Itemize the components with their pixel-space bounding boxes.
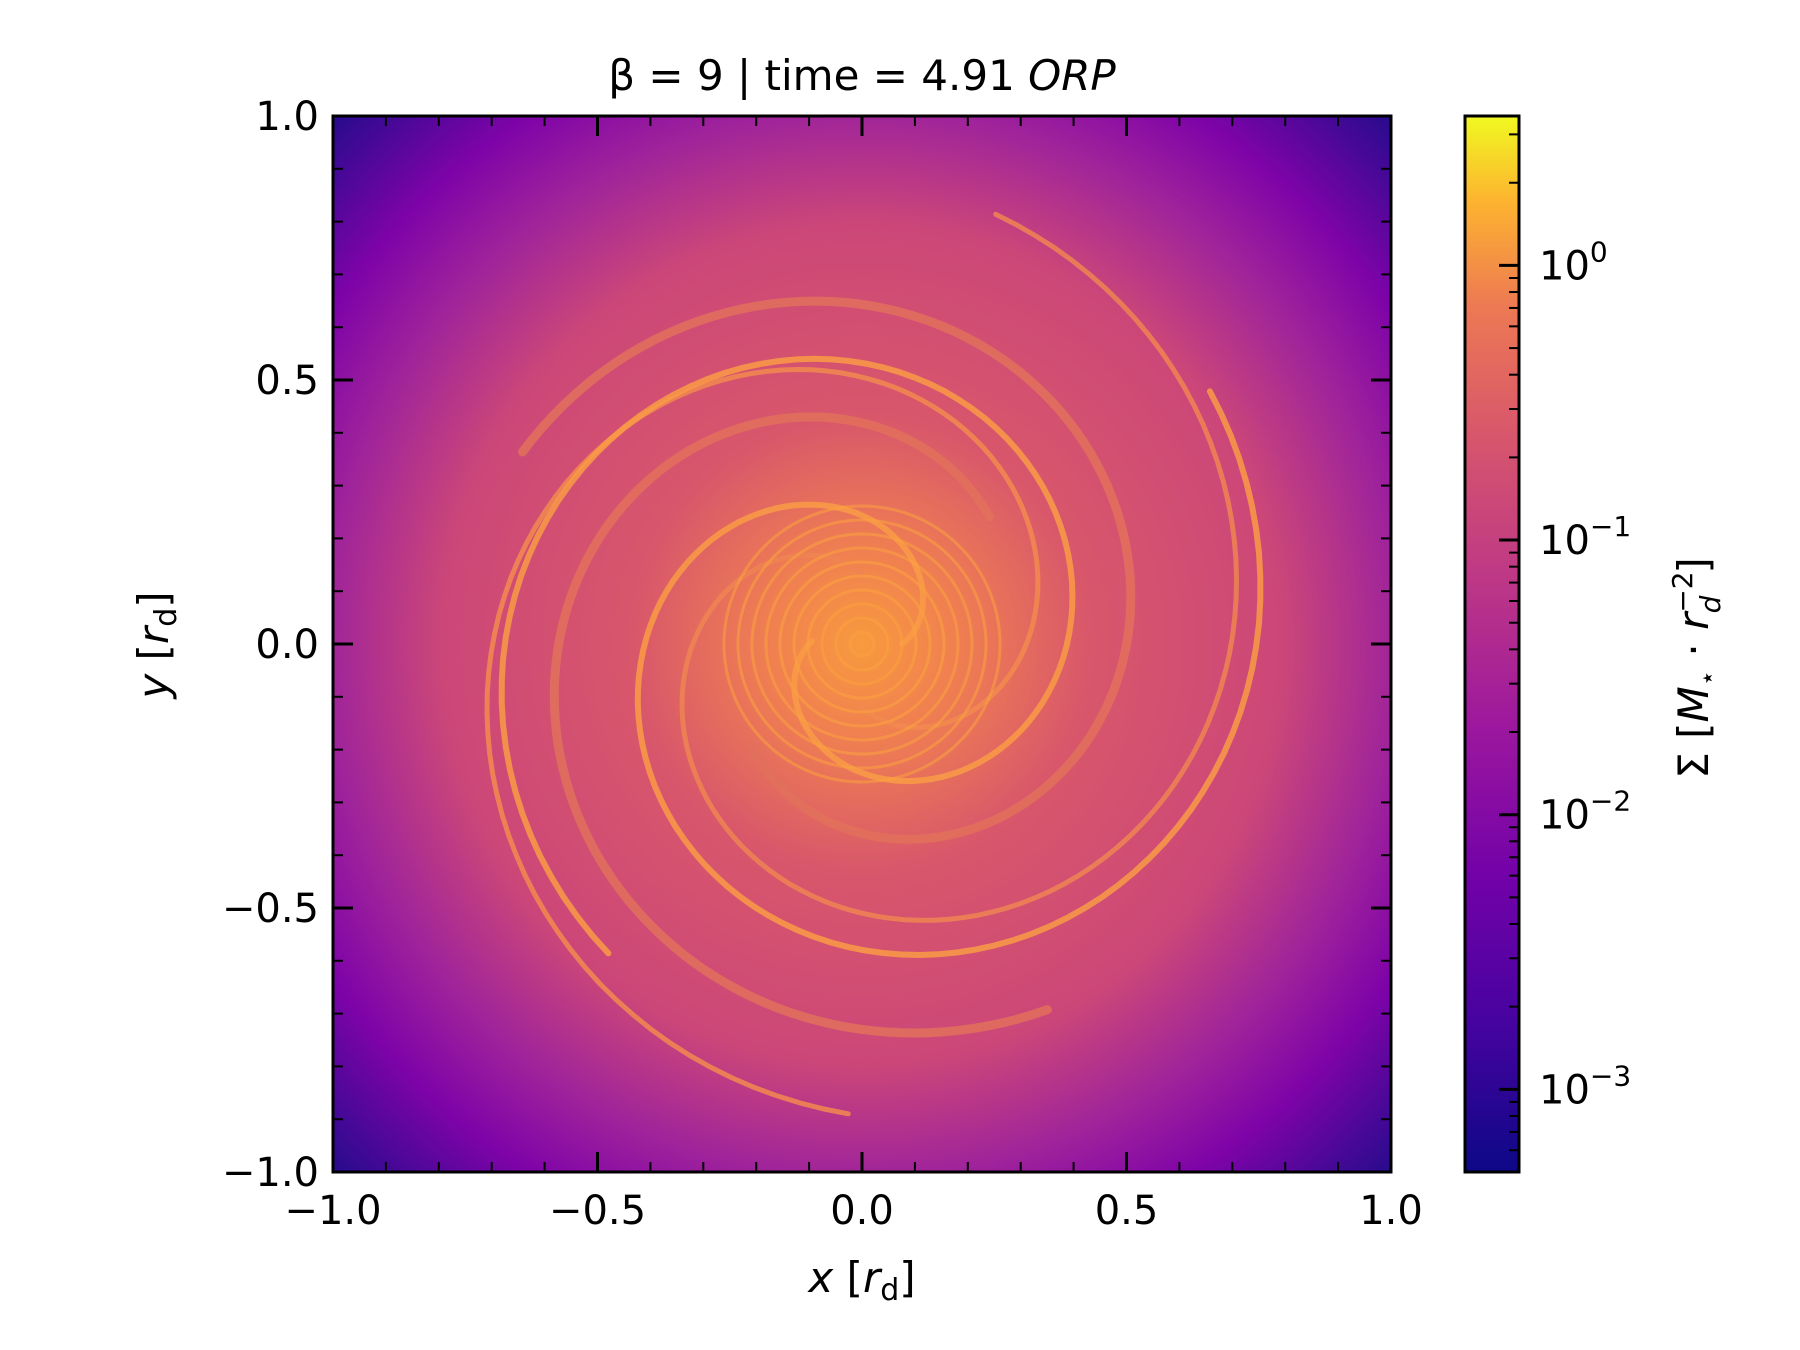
colorbar-tick-label: 100 (1539, 235, 1608, 289)
colorbar (1463, 114, 1521, 1174)
x-tick-label: −1.0 (284, 1188, 381, 1234)
colorbar-tick-label: 10−2 (1539, 785, 1631, 839)
chart-title: β = 9 | time = 4.91 ORP (608, 51, 1116, 100)
heatmap-image (333, 116, 1391, 1172)
spiral-arms (484, 211, 1264, 1117)
y-tick-label: 1.0 (255, 94, 319, 140)
x-tick-label: 0.0 (830, 1188, 894, 1234)
density-ring (764, 546, 960, 742)
density-ring (806, 588, 918, 700)
y-tick-label: −0.5 (222, 886, 319, 932)
density-ring (848, 630, 876, 658)
colorbar-label: Σ [M⋆ · r−2d] (1666, 557, 1727, 779)
spiral-arm (634, 388, 1264, 959)
x-tick-label: −0.5 (549, 1188, 646, 1234)
spiral-arm (679, 211, 1240, 923)
spiral-arm (484, 366, 1041, 1117)
density-ring (722, 504, 1002, 784)
inner-rings (722, 504, 1002, 784)
colorbar-tick-label: 10−1 (1539, 510, 1631, 564)
y-tick-label: −1.0 (222, 1150, 319, 1196)
colorbar-ticks: 10−3 10−2 10−1 100 (1499, 133, 1631, 1173)
y-axis-label: y [rd] (129, 591, 184, 700)
spiral-arm (549, 412, 1052, 1038)
x-axis-ticks: −1.0 −0.5 0.0 0.5 1.0 (284, 116, 1423, 1234)
x-tick-label: 0.5 (1095, 1188, 1159, 1234)
y-axis-ticks: −1.0 −0.5 0.0 0.5 1.0 (222, 94, 1391, 1196)
colorbar-tick-label: 10−3 (1539, 1059, 1631, 1113)
spiral-arm (518, 296, 1136, 844)
y-tick-label: 0.5 (255, 358, 319, 404)
density-ring (778, 560, 946, 728)
y-tick-label: 0.0 (255, 622, 319, 668)
density-ring (834, 616, 890, 672)
x-axis-label: x [rd] (806, 1253, 915, 1308)
density-ring (792, 574, 932, 714)
density-ring (820, 602, 904, 686)
x-tick-label: 1.0 (1359, 1188, 1423, 1234)
density-ring (750, 532, 974, 756)
spiral-arm (498, 355, 1076, 957)
density-ring (736, 518, 988, 770)
